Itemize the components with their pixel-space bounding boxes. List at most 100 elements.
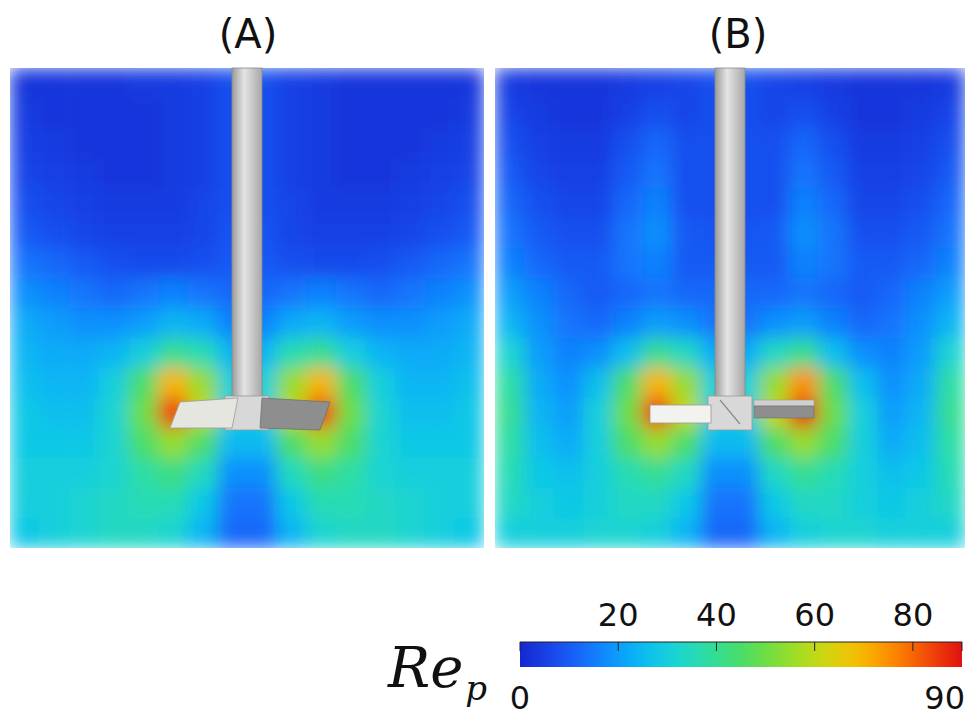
cell	[524, 218, 554, 249]
cell	[730, 488, 760, 519]
cell	[877, 308, 907, 339]
colorbar-tick	[912, 642, 913, 651]
cell	[99, 68, 129, 99]
cell	[671, 188, 701, 219]
cell	[129, 98, 159, 129]
cell	[277, 68, 307, 99]
cell	[759, 188, 789, 219]
cell	[877, 398, 907, 429]
cell	[936, 308, 965, 339]
cell	[188, 488, 218, 519]
cell	[188, 248, 218, 279]
cell	[759, 158, 789, 189]
cell	[129, 368, 159, 399]
cell	[906, 188, 936, 219]
colorbar: 02040608090Rep	[387, 596, 965, 716]
cell	[336, 518, 366, 548]
cell	[306, 218, 336, 249]
cell	[188, 428, 218, 459]
cell	[789, 308, 819, 339]
cell	[277, 98, 307, 129]
colorbar-tick	[618, 642, 619, 651]
cell	[936, 158, 965, 189]
cell	[906, 308, 936, 339]
cell	[366, 398, 396, 429]
cell	[818, 368, 848, 399]
cell	[99, 398, 129, 429]
cell	[129, 188, 159, 219]
cell	[495, 278, 525, 309]
cell	[759, 338, 789, 369]
cell	[730, 428, 760, 459]
cell	[99, 248, 129, 279]
cell	[188, 278, 218, 309]
cell	[671, 128, 701, 159]
cell	[425, 518, 455, 548]
cell	[454, 68, 484, 99]
cell	[277, 308, 307, 339]
cell	[69, 368, 99, 399]
blade	[754, 406, 814, 418]
cell	[99, 428, 129, 459]
cell	[247, 518, 277, 548]
colorbar-tick	[962, 642, 963, 651]
cell	[366, 98, 396, 129]
cell	[69, 188, 99, 219]
cell	[247, 428, 277, 459]
cell	[366, 458, 396, 489]
cell	[759, 428, 789, 459]
cell	[495, 338, 525, 369]
cell	[158, 308, 188, 339]
cell	[554, 128, 584, 159]
cell	[583, 158, 613, 189]
cell	[818, 308, 848, 339]
cell	[454, 188, 484, 219]
cell	[69, 218, 99, 249]
cell	[877, 218, 907, 249]
cell	[336, 128, 366, 159]
cell	[583, 398, 613, 429]
cell	[701, 458, 731, 489]
hub	[708, 396, 752, 430]
cell	[425, 308, 455, 339]
cell	[495, 518, 525, 548]
cell	[158, 368, 188, 399]
cell	[188, 158, 218, 189]
cell	[759, 218, 789, 249]
cell	[40, 458, 70, 489]
shaft	[232, 68, 262, 403]
cell	[848, 68, 878, 99]
cell	[158, 458, 188, 489]
cell	[425, 248, 455, 279]
cell	[524, 518, 554, 548]
cell	[936, 218, 965, 249]
cell	[554, 338, 584, 369]
cell	[613, 188, 643, 219]
cell	[277, 518, 307, 548]
cell	[642, 308, 672, 339]
cell	[158, 158, 188, 189]
cell	[277, 128, 307, 159]
cell	[454, 428, 484, 459]
cell	[789, 248, 819, 279]
cell	[848, 368, 878, 399]
cell	[395, 248, 425, 279]
cell	[188, 338, 218, 369]
cell	[877, 338, 907, 369]
cell	[936, 518, 965, 548]
cell	[613, 458, 643, 489]
cell	[583, 308, 613, 339]
cell	[99, 128, 129, 159]
cell	[425, 428, 455, 459]
cell	[583, 218, 613, 249]
cell	[99, 278, 129, 309]
cell	[10, 338, 40, 369]
cell	[188, 98, 218, 129]
blade-top	[754, 400, 814, 406]
cell	[671, 98, 701, 129]
cell	[524, 128, 554, 159]
cell	[495, 458, 525, 489]
cell	[936, 98, 965, 129]
cell	[583, 518, 613, 548]
cell	[10, 308, 40, 339]
